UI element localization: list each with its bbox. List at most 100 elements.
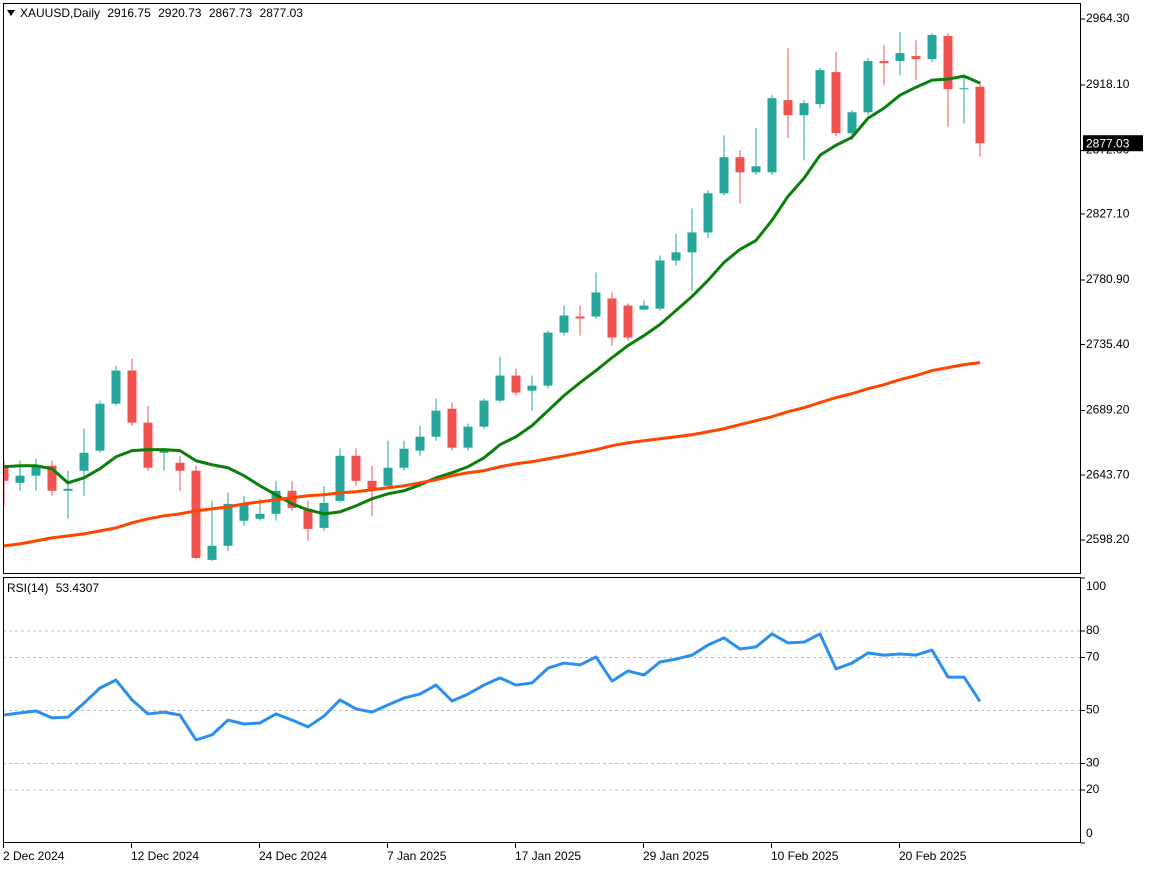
- x-tick-label: 17 Jan 2025: [515, 849, 581, 863]
- header-high: 2920.73: [158, 6, 202, 20]
- candle-body: [463, 426, 473, 448]
- x-tick-label: 24 Dec 2024: [259, 849, 327, 863]
- y-tick-label: 2780.90: [1086, 272, 1130, 286]
- candle-body: [15, 475, 25, 483]
- candle-body: [607, 298, 617, 338]
- candle-body: [447, 408, 457, 448]
- candle-body: [863, 61, 873, 113]
- y-tick-label: 30: [1086, 756, 1100, 770]
- candle-body: [415, 436, 425, 451]
- collapse-icon[interactable]: [7, 10, 15, 16]
- price-panel-frame: [3, 3, 1081, 574]
- candle-body: [895, 53, 905, 62]
- x-tick-label: 20 Feb 2025: [899, 849, 967, 863]
- candle-body: [495, 375, 505, 401]
- candle-body: [751, 166, 761, 173]
- candle-body: [847, 112, 857, 134]
- candle-body: [367, 480, 377, 489]
- candle-body: [879, 61, 889, 64]
- rsi-title: RSI(14): [7, 581, 48, 595]
- candle-body: [239, 503, 249, 521]
- candle-body: [959, 88, 969, 90]
- candle-body: [559, 315, 569, 333]
- y-tick-label: 2598.20: [1086, 532, 1130, 546]
- candle-body: [575, 316, 585, 319]
- candle-body: [543, 332, 553, 386]
- candle-body: [927, 35, 937, 60]
- y-tick-label: 20: [1086, 782, 1100, 796]
- candle-body: [383, 467, 393, 486]
- candle-body: [287, 490, 297, 508]
- candle-body: [527, 385, 537, 391]
- candle-body: [223, 503, 233, 546]
- candle-body: [639, 305, 649, 310]
- rsi-plot: [3, 630, 1081, 791]
- candle-body: [399, 448, 409, 468]
- candle-body: [671, 252, 681, 261]
- candle-body: [767, 98, 777, 173]
- candle-body: [591, 292, 601, 317]
- y-tick-label: 80: [1086, 623, 1100, 637]
- candle-body: [207, 545, 217, 560]
- y-tick-label: 50: [1086, 703, 1100, 717]
- candle-body: [303, 508, 313, 529]
- y-tick-label: 2918.10: [1086, 77, 1130, 91]
- y-tick-label: 100: [1086, 579, 1106, 593]
- candle-body: [95, 403, 105, 451]
- candle-body: [63, 488, 73, 491]
- candle-body: [47, 465, 57, 491]
- candle-body: [143, 422, 153, 468]
- axes: 2598.20 2643.70 2689.20 2735.40 2780.90 2827.…: [3, 11, 1143, 863]
- price-tag: 2877.03: [1086, 136, 1130, 150]
- header-open: 2916.75: [107, 6, 151, 20]
- rsi-line: [3, 632, 982, 742]
- candle-body: [271, 490, 281, 514]
- x-tick-label: 10 Feb 2025: [771, 849, 839, 863]
- rsi-header: RSI(14) 53.4307: [7, 581, 99, 595]
- candle-body: [911, 56, 921, 60]
- rsi-last-value: 53.4307: [56, 581, 100, 595]
- candle-body: [111, 370, 121, 404]
- candle-body: [783, 100, 793, 116]
- header-close: 2877.03: [260, 6, 304, 20]
- candle-body: [815, 70, 825, 105]
- candle-body: [799, 103, 809, 116]
- candle-body: [3, 465, 9, 481]
- y-tick-label: 0: [1086, 826, 1093, 840]
- symbol-title: XAUUSD,Daily: [20, 6, 100, 20]
- x-tick-label: 2 Dec 2024: [3, 849, 65, 863]
- candle-body: [687, 232, 697, 253]
- candle-body: [831, 72, 841, 134]
- candle-body: [159, 450, 169, 453]
- y-tick-label: 2827.10: [1086, 206, 1130, 220]
- candle-body: [735, 157, 745, 173]
- candle-body: [31, 465, 41, 476]
- moving-average-line: [3, 361, 981, 548]
- x-tick-label: 12 Dec 2024: [131, 849, 199, 863]
- candle-body: [511, 375, 521, 393]
- candle-body: [703, 193, 713, 233]
- y-tick-label: 70: [1086, 650, 1100, 664]
- y-tick-label: 2643.70: [1086, 467, 1130, 481]
- chart-header: XAUUSD,Daily 2916.75 2920.73 2867.73 287…: [20, 6, 303, 20]
- candle-body: [623, 305, 633, 338]
- candle-body: [175, 462, 185, 471]
- candle-body: [351, 455, 361, 481]
- x-tick-label: 29 Jan 2025: [643, 849, 709, 863]
- candle-body: [431, 410, 441, 437]
- header-low: 2867.73: [209, 6, 253, 20]
- candle-body: [655, 260, 665, 309]
- price-tag-bg: [1083, 135, 1143, 152]
- moving-average-line: [3, 74, 981, 516]
- candle-body: [191, 470, 201, 558]
- candle-body: [79, 452, 89, 471]
- candle-body: [479, 400, 489, 427]
- candle-body: [975, 86, 985, 144]
- rsi-panel-frame: [3, 577, 1081, 843]
- candle-body: [719, 157, 729, 194]
- price-plot: [3, 32, 985, 561]
- candle-body: [255, 513, 265, 519]
